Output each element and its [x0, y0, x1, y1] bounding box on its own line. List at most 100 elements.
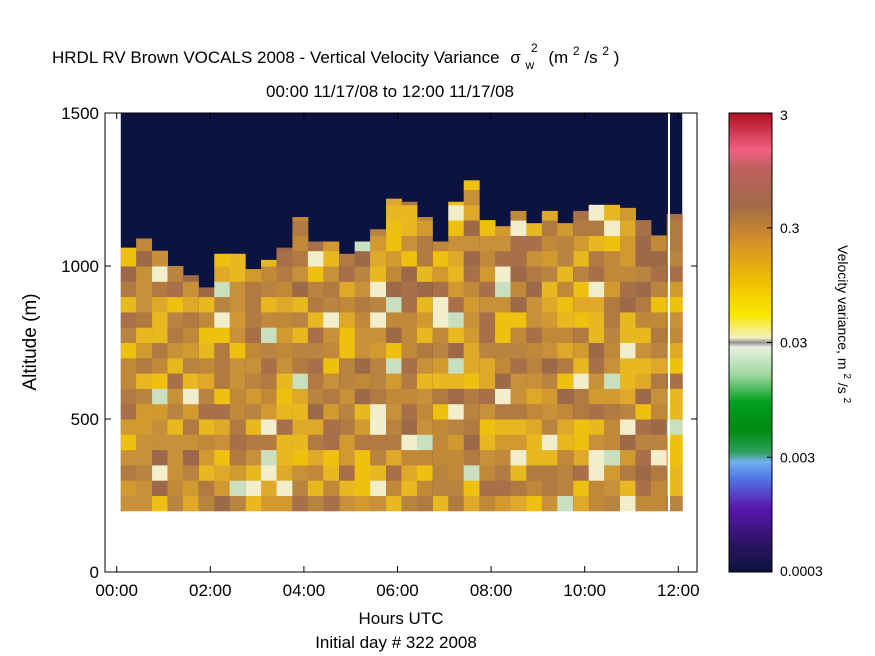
title-units-sup1: 2	[573, 44, 580, 58]
heatmap-cell	[198, 311, 215, 328]
heatmap-cell	[526, 342, 543, 359]
no-data-gap	[667, 113, 670, 511]
heatmap-cell	[152, 403, 168, 420]
heatmap-cell	[635, 464, 652, 481]
heatmap-cell	[479, 480, 496, 496]
heatmap-cell	[182, 311, 199, 328]
heatmap-cell	[666, 327, 683, 343]
heatmap-cell	[557, 449, 574, 466]
heatmap-cell	[573, 250, 590, 267]
colorbar-label-text: Velocity variance, m	[835, 245, 851, 370]
heatmap-cell	[510, 388, 527, 405]
heatmap-cell	[541, 388, 558, 405]
heatmap-cell	[167, 449, 184, 466]
heatmap-cell	[136, 266, 153, 282]
heatmap-cell	[354, 495, 371, 512]
heatmap-cell	[650, 434, 667, 451]
heatmap-cell	[401, 204, 418, 221]
heatmap-cell	[370, 281, 387, 298]
heatmap-cell	[432, 434, 449, 451]
heatmap-cell	[650, 296, 667, 313]
heatmap-cell	[604, 342, 621, 359]
y-tick-label: 0	[90, 563, 99, 582]
heatmap-cell	[416, 311, 433, 328]
heatmap-cell	[307, 388, 324, 405]
heatmap-cell	[573, 311, 590, 328]
heatmap-cell	[323, 296, 340, 313]
heatmap-cell	[214, 480, 231, 496]
colorbar-tick-label: 0.03	[780, 335, 807, 351]
heatmap-cell	[245, 373, 262, 389]
heatmap-cell	[214, 388, 231, 405]
heatmap-cell	[323, 311, 340, 328]
heatmap-cell	[307, 373, 324, 389]
heatmap-cell	[588, 235, 605, 252]
heatmap-cell	[510, 235, 527, 252]
heatmap-cell	[198, 296, 215, 313]
heatmap-cell	[229, 434, 246, 451]
heatmap-cell	[541, 434, 558, 451]
heatmap-cell	[198, 373, 215, 389]
heatmap-cell	[495, 281, 512, 298]
heatmap-cell	[276, 449, 293, 466]
heatmap-cell	[620, 296, 636, 313]
heatmap-cell	[620, 495, 636, 512]
heatmap-cell	[245, 388, 262, 405]
heatmap-cell	[323, 281, 340, 298]
heatmap-cell	[136, 311, 153, 328]
heatmap-cell	[557, 296, 574, 313]
heatmap-cell	[588, 357, 605, 374]
heatmap-cell	[463, 266, 480, 282]
colorbar-tick-label: 0.003	[780, 449, 815, 465]
heatmap-cell	[120, 434, 137, 451]
heatmap-cell	[416, 434, 433, 451]
heatmap-cell	[541, 311, 558, 328]
heatmap-cell	[167, 480, 184, 496]
heatmap-cell	[432, 357, 449, 374]
heatmap-cell	[604, 495, 621, 512]
heatmap-cell	[261, 327, 278, 343]
heatmap-cell	[495, 296, 512, 313]
heatmap-cell	[557, 464, 574, 481]
heatmap-cell	[323, 373, 340, 389]
heatmap-cell	[526, 464, 543, 481]
heatmap-cell	[386, 373, 402, 389]
heatmap-cell	[198, 357, 215, 374]
heatmap-cell	[120, 327, 137, 343]
heatmap-cell	[370, 296, 387, 313]
heatmap-cell	[401, 311, 418, 328]
heatmap-cell	[245, 269, 262, 282]
heatmap-cell	[463, 373, 480, 389]
heatmap-cell	[557, 388, 574, 405]
heatmap-cell	[650, 250, 667, 267]
heatmap-cell	[604, 464, 621, 481]
heatmap-cell	[620, 449, 636, 466]
heatmap-cell	[120, 388, 137, 405]
heatmap-cell	[573, 419, 590, 435]
heatmap-cell	[354, 464, 371, 481]
heatmap-cell	[495, 373, 512, 389]
heatmap-cell	[526, 250, 543, 267]
heatmap-cell	[510, 311, 527, 328]
heatmap-cell	[635, 434, 652, 451]
heatmap-cell	[245, 419, 262, 435]
x-tick-label: 04:00	[283, 581, 326, 600]
heatmap-cell	[370, 235, 387, 252]
heatmap-cell	[261, 342, 278, 359]
colorbar	[728, 112, 773, 573]
heatmap-cell	[136, 250, 153, 267]
heatmap-cell	[541, 220, 558, 236]
heatmap-cell	[416, 388, 433, 405]
heatmap-cell	[167, 419, 184, 435]
heatmap-cell	[541, 250, 558, 267]
heatmap-cell	[463, 281, 480, 298]
heatmap-cell	[245, 464, 262, 481]
heatmap-cell	[292, 281, 309, 298]
heatmap-cell	[386, 388, 402, 405]
heatmap-cell	[448, 201, 465, 206]
heatmap-cell	[463, 180, 480, 190]
heatmap-cell	[245, 449, 262, 466]
heatmap-cell	[152, 434, 168, 451]
heatmap-cell	[448, 449, 465, 466]
heatmap-cell	[541, 357, 558, 374]
